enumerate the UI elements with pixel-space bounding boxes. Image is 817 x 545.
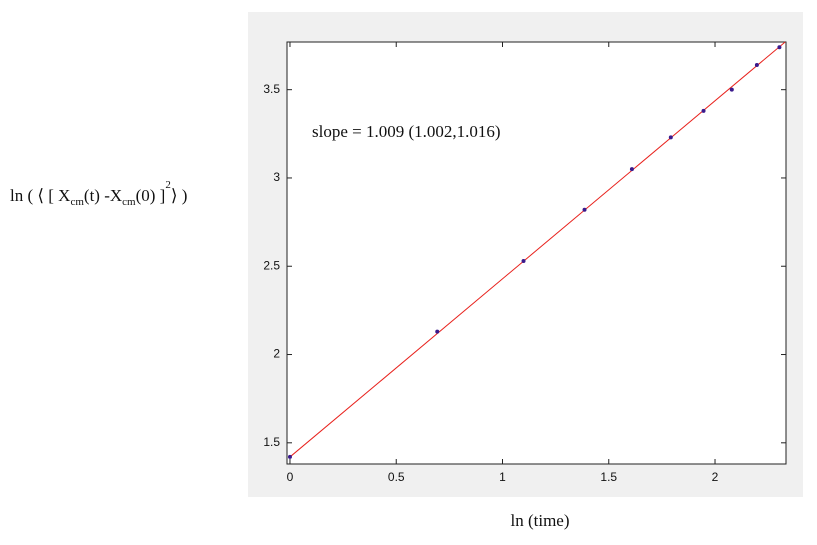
y-tick-label: 3.5 — [263, 82, 280, 96]
data-point — [777, 45, 782, 50]
x-tick-label: 1.5 — [600, 470, 617, 484]
data-point — [629, 167, 634, 172]
y-tick-label: 1.5 — [263, 435, 280, 449]
data-point — [701, 108, 706, 113]
x-tick-label: 0.5 — [388, 470, 405, 484]
data-point — [668, 135, 673, 140]
y-label-sup: 2 — [165, 179, 171, 191]
x-axis-label: ln (time) — [510, 511, 569, 530]
y-tick-label: 3 — [273, 170, 280, 184]
data-point — [754, 62, 759, 67]
y-label-part: ⟩ ) — [171, 186, 188, 205]
y-label-part: (0) ] — [136, 186, 166, 205]
y-label-sub: cm — [122, 196, 136, 208]
annotation: slope = 1.009 (1.002,1.016) — [312, 122, 501, 141]
data-point — [582, 207, 587, 212]
y-tick-label: 2.5 — [263, 258, 280, 272]
y-tick-label: 2 — [273, 347, 280, 361]
y-label-sub: cm — [70, 196, 84, 208]
x-tick-label: 1 — [499, 470, 506, 484]
y-label-part: ln ( ⟨ [ X — [10, 186, 70, 205]
data-point — [521, 258, 526, 263]
plot-area — [286, 41, 787, 465]
data-point — [287, 454, 292, 459]
y-axis-label: ln ( ⟨ [ Xcm(t) -Xcm(0) ]2⟩ ) — [10, 179, 187, 208]
x-tick-label: 2 — [712, 470, 719, 484]
y-label-part: (t) -X — [84, 186, 122, 205]
data-point — [729, 87, 734, 92]
x-tick-label: 0 — [287, 470, 294, 484]
data-point — [435, 329, 440, 334]
